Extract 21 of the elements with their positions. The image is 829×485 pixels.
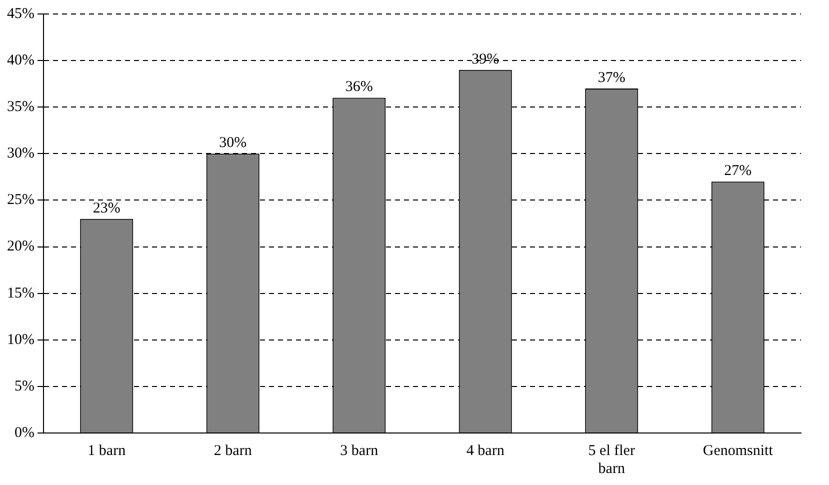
x-tick-label: Genomsnitt bbox=[702, 442, 774, 459]
data-label: 30% bbox=[219, 135, 247, 152]
data-label: 23% bbox=[92, 200, 120, 216]
y-tick-label: 30% bbox=[6, 146, 34, 162]
y-tick-label: 45% bbox=[6, 6, 34, 22]
data-label: 27% bbox=[724, 163, 752, 180]
x-tick-label: 1 barn bbox=[88, 442, 126, 459]
x-tick-label: 4 barn bbox=[466, 442, 505, 459]
y-tick-label: 25% bbox=[6, 192, 34, 208]
x-tick-label: 2 barn bbox=[214, 442, 252, 459]
y-tick-label: 5% bbox=[14, 378, 34, 394]
data-label: 36% bbox=[345, 79, 373, 96]
data-label: 37% bbox=[598, 70, 626, 86]
y-tick-label: 15% bbox=[6, 285, 34, 302]
y-tick-label: 20% bbox=[6, 238, 34, 255]
y-tick-label: 0% bbox=[14, 424, 34, 441]
x-tick-label: 5 el fler barn bbox=[588, 442, 635, 477]
x-tick-label: 3 barn bbox=[340, 442, 379, 459]
y-tick-label: 35% bbox=[6, 99, 34, 116]
y-tick-label: 40% bbox=[6, 52, 34, 68]
y-tick-label: 10% bbox=[6, 332, 34, 348]
